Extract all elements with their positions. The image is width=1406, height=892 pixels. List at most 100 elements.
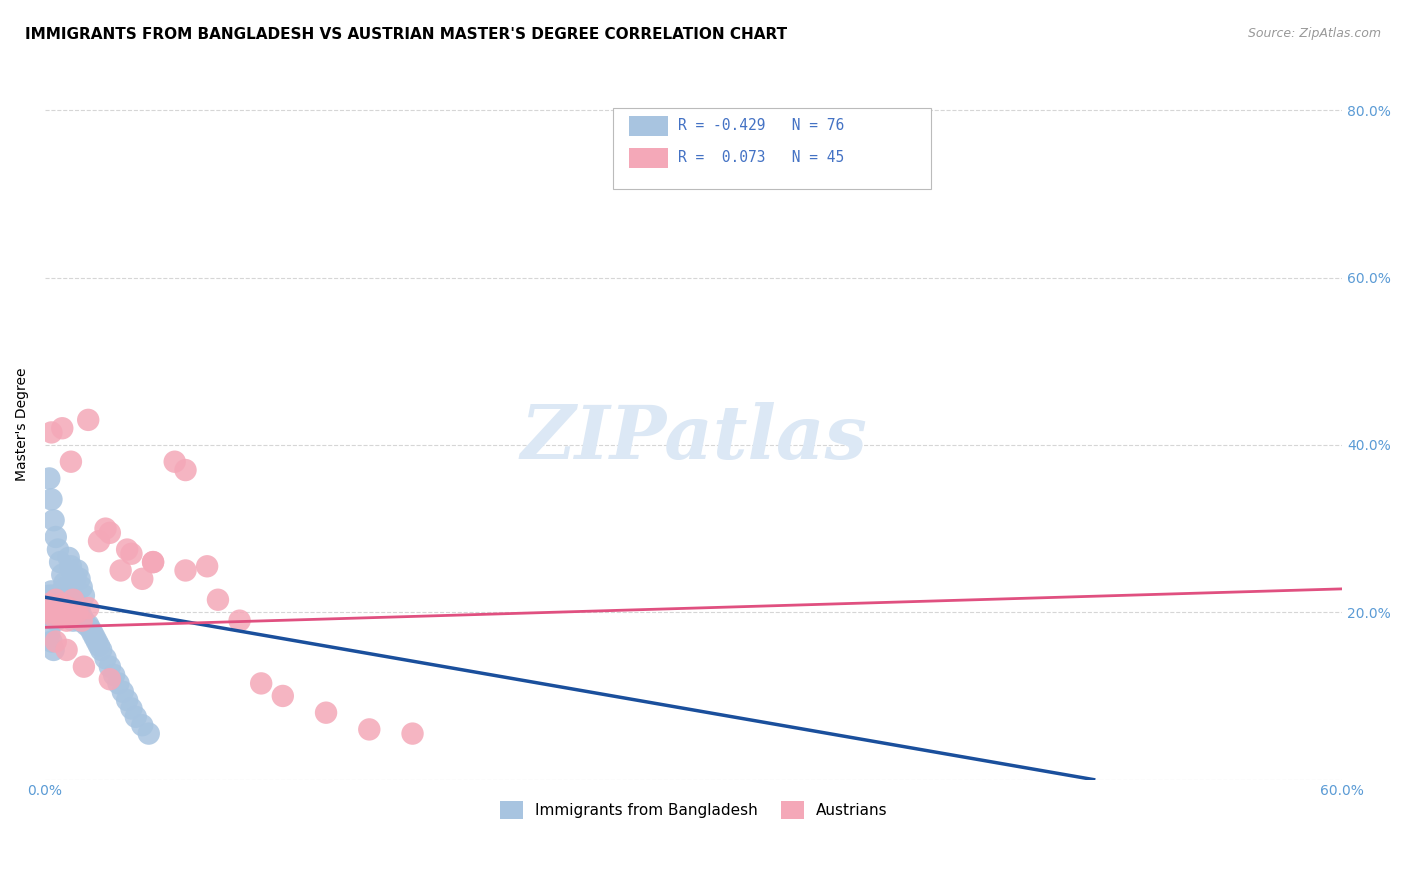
Point: [51, 421, 73, 435]
Point: [58, 601, 80, 615]
Point: [59, 455, 82, 469]
Bar: [628, 116, 668, 136]
Point: [42, 609, 65, 624]
Point: [58, 592, 80, 607]
Point: [51, 609, 73, 624]
Point: [250, 676, 273, 690]
Point: [107, 676, 129, 690]
Point: [70, 580, 93, 594]
Point: [46, 597, 69, 611]
Point: [45, 592, 67, 607]
Point: [51, 584, 73, 599]
Point: [55, 580, 77, 594]
Point: [38, 597, 60, 611]
Point: [207, 592, 229, 607]
Point: [42, 609, 65, 624]
Point: [131, 572, 153, 586]
Point: [401, 726, 423, 740]
Point: [142, 555, 165, 569]
Point: [41, 634, 63, 648]
Point: [45, 601, 67, 615]
FancyBboxPatch shape: [613, 108, 931, 189]
Point: [315, 706, 337, 720]
Point: [271, 689, 294, 703]
Point: [120, 547, 142, 561]
Point: [86, 634, 108, 648]
Point: [103, 668, 125, 682]
Point: [59, 559, 82, 574]
Point: [59, 609, 82, 624]
Bar: [628, 148, 668, 168]
Point: [66, 605, 89, 619]
Point: [46, 601, 69, 615]
Point: [38, 597, 60, 611]
Point: [37, 601, 59, 615]
Point: [45, 634, 67, 648]
Text: R =  0.073   N = 45: R = 0.073 N = 45: [678, 150, 844, 165]
Point: [75, 617, 97, 632]
Point: [42, 513, 65, 527]
Text: Source: ZipAtlas.com: Source: ZipAtlas.com: [1247, 27, 1381, 40]
Point: [62, 567, 84, 582]
Point: [58, 550, 80, 565]
Point: [70, 609, 93, 624]
Point: [66, 564, 89, 578]
Point: [110, 564, 132, 578]
Point: [682, 170, 704, 185]
Point: [82, 626, 104, 640]
Point: [37, 601, 59, 615]
Point: [115, 693, 138, 707]
Legend: Immigrants from Bangladesh, Austrians: Immigrants from Bangladesh, Austrians: [494, 795, 894, 825]
Point: [98, 672, 121, 686]
Point: [83, 631, 105, 645]
Point: [55, 643, 77, 657]
Point: [45, 592, 67, 607]
Point: [55, 589, 77, 603]
Point: [62, 592, 84, 607]
Y-axis label: Master's Degree: Master's Degree: [15, 368, 30, 481]
Point: [125, 710, 148, 724]
Point: [94, 522, 117, 536]
Point: [73, 589, 96, 603]
Point: [69, 614, 91, 628]
Point: [120, 701, 142, 715]
Text: ZIPatlas: ZIPatlas: [520, 402, 868, 475]
Point: [45, 530, 67, 544]
Point: [41, 605, 63, 619]
Point: [359, 723, 381, 737]
Point: [70, 614, 93, 628]
Point: [138, 726, 160, 740]
Point: [55, 601, 77, 615]
Point: [59, 597, 82, 611]
Point: [42, 589, 65, 603]
Point: [49, 592, 72, 607]
Point: [51, 597, 73, 611]
Point: [49, 555, 72, 569]
Point: [77, 413, 100, 427]
Point: [38, 471, 60, 485]
Point: [38, 589, 60, 603]
Point: [46, 542, 69, 557]
Point: [59, 609, 82, 624]
Point: [41, 592, 63, 607]
Point: [90, 643, 112, 657]
Point: [174, 463, 197, 477]
Point: [228, 614, 250, 628]
Point: [46, 589, 69, 603]
Point: [38, 626, 60, 640]
Point: [53, 592, 76, 607]
Point: [77, 617, 100, 632]
Point: [49, 609, 72, 624]
Point: [49, 605, 72, 619]
Point: [51, 567, 73, 582]
Point: [98, 525, 121, 540]
Point: [69, 572, 91, 586]
Text: R = -0.429   N = 76: R = -0.429 N = 76: [678, 118, 844, 133]
Point: [77, 601, 100, 615]
Point: [41, 425, 63, 440]
Point: [58, 605, 80, 619]
Point: [55, 614, 77, 628]
Point: [98, 659, 121, 673]
Point: [66, 609, 89, 624]
Point: [73, 614, 96, 628]
